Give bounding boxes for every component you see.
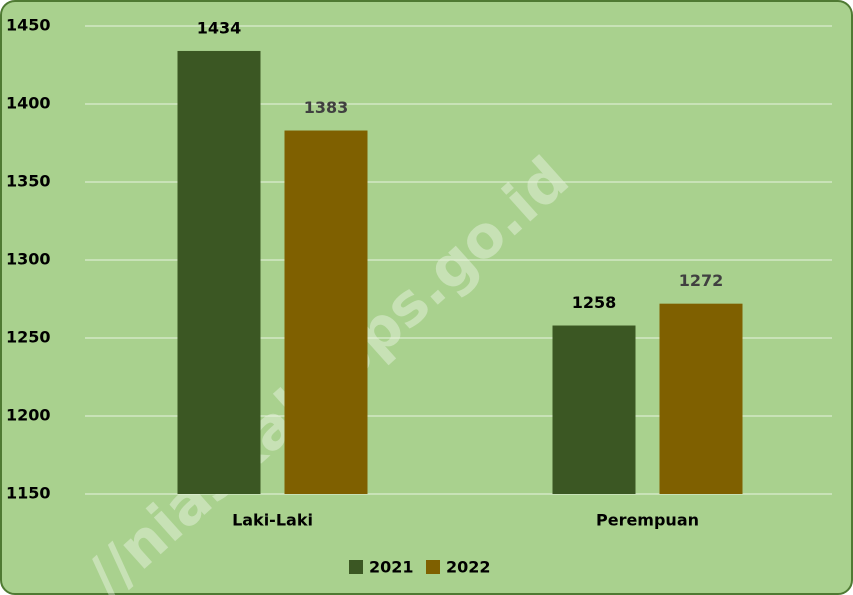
x-tick-label: Laki-Laki <box>232 511 313 530</box>
data-label: 1258 <box>572 293 617 312</box>
y-tick-label: 1300 <box>6 250 51 269</box>
legend-label: 2022 <box>446 558 491 577</box>
y-tick-label: 1400 <box>6 94 51 113</box>
legend-swatch <box>426 560 440 574</box>
legend-label: 2021 <box>369 558 414 577</box>
y-tick-label: 1200 <box>6 406 51 425</box>
bar <box>659 303 743 494</box>
y-tick-label: 1350 <box>6 172 51 191</box>
bar <box>552 325 636 494</box>
data-label: 1272 <box>679 271 724 290</box>
y-tick-label: 1450 <box>6 16 51 35</box>
y-tick-label: 1250 <box>6 328 51 347</box>
bar <box>177 50 261 495</box>
legend-swatch <box>349 560 363 574</box>
y-tick-label: 1150 <box>6 484 51 503</box>
data-label: 1383 <box>304 98 349 117</box>
data-label: 1434 <box>197 18 242 37</box>
bar <box>284 130 368 494</box>
x-tick-label: Perempuan <box>596 511 699 530</box>
